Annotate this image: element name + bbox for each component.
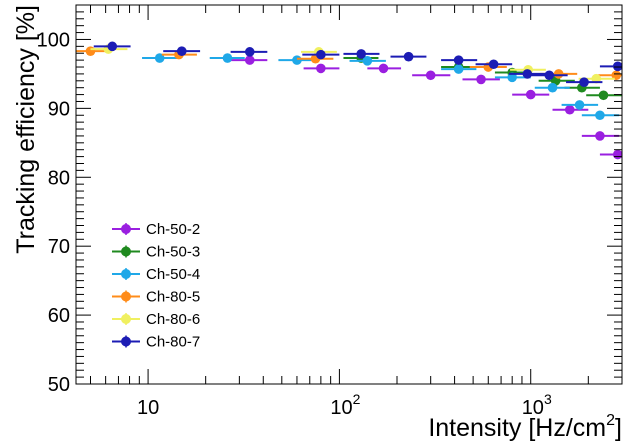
data-point (507, 72, 517, 83)
legend-marker (121, 224, 131, 234)
data-point (611, 70, 622, 81)
data-point (107, 41, 118, 52)
legend-item: Ch-80-5 (112, 289, 200, 306)
y-tick-label: 100 (37, 29, 70, 51)
data-point (362, 56, 373, 66)
data-point (356, 49, 366, 59)
data-point (612, 61, 622, 72)
data-point (591, 73, 602, 84)
x-axis-label-main: Intensity [Hz/cm (428, 414, 606, 441)
series-ch-50-2 (230, 55, 622, 160)
legend-marker (121, 246, 131, 257)
series-ch-80-7 (93, 41, 622, 87)
legend-label: Ch-50-4 (146, 266, 200, 283)
x-axis-label-sup: 2 (606, 412, 615, 429)
plot-marks (76, 41, 622, 160)
x-tick-label: 10 (137, 397, 159, 419)
x-axis-label: Intensity [Hz/cm2] (428, 412, 622, 441)
legend-item: Ch-80-7 (112, 334, 200, 351)
data-point (574, 100, 585, 110)
data-point (316, 49, 326, 60)
data-point (453, 64, 464, 74)
data-point (403, 51, 414, 62)
data-point (522, 69, 533, 79)
legend-label: Ch-80-6 (146, 311, 200, 328)
y-tick-label: 70 (48, 236, 70, 258)
data-point (595, 110, 605, 121)
plot-frame (75, 4, 623, 385)
data-point (292, 55, 302, 65)
y-tick-label: 60 (48, 305, 70, 327)
data-point (176, 46, 187, 56)
data-point (453, 55, 464, 65)
x-tick-exp: 3 (544, 391, 552, 407)
data-point (222, 53, 233, 63)
x-tick-base: 10 (330, 397, 352, 419)
data-point (544, 70, 555, 81)
data-point (488, 59, 499, 70)
y-tick-label: 80 (48, 167, 70, 189)
x-tick-label: 103 (522, 391, 552, 419)
data-series-group (76, 41, 622, 160)
legend-label: Ch-80-5 (146, 289, 200, 306)
x-tick-label: 102 (330, 391, 360, 419)
legend-item: Ch-50-2 (112, 221, 200, 238)
legend-label: Ch-50-3 (146, 244, 200, 261)
data-point (564, 104, 575, 115)
legend: Ch-50-2 Ch-50-3 Ch-50-4 Ch-80-5 Ch-80-6 Ch-80… (112, 221, 200, 351)
x-axis-label-end: ] (615, 414, 622, 441)
legend-label: Ch-80-7 (146, 334, 200, 351)
data-point (85, 46, 96, 56)
legend-marker (121, 314, 131, 324)
legend-item: Ch-50-4 (112, 266, 200, 283)
y-tick-label: 50 (48, 374, 70, 396)
data-point (425, 70, 436, 81)
data-point (547, 82, 558, 93)
legend-item: Ch-50-3 (112, 244, 200, 261)
legend-label: Ch-50-2 (146, 221, 200, 238)
y-tick-label: 90 (48, 98, 70, 120)
legend-item: Ch-80-6 (112, 311, 200, 328)
legend-marker (121, 269, 131, 279)
x-tick-base: 10 (137, 397, 159, 419)
legend-marker (121, 336, 131, 347)
data-point (553, 69, 564, 79)
data-point (612, 149, 622, 160)
y-axis-label: Tracking efficiency [%] (12, 5, 40, 254)
data-point (598, 90, 609, 101)
x-tick-base: 10 (522, 397, 544, 419)
data-point (595, 131, 605, 141)
data-point (525, 89, 536, 100)
data-point (316, 63, 326, 74)
data-point (154, 53, 165, 63)
legend-marker (121, 291, 131, 302)
data-point (476, 74, 486, 85)
x-tick-exp: 2 (353, 391, 361, 407)
data-point (244, 47, 255, 57)
data-point (579, 77, 589, 87)
data-point (244, 55, 255, 65)
data-point (378, 63, 389, 74)
series-ch-50-4 (142, 53, 620, 121)
